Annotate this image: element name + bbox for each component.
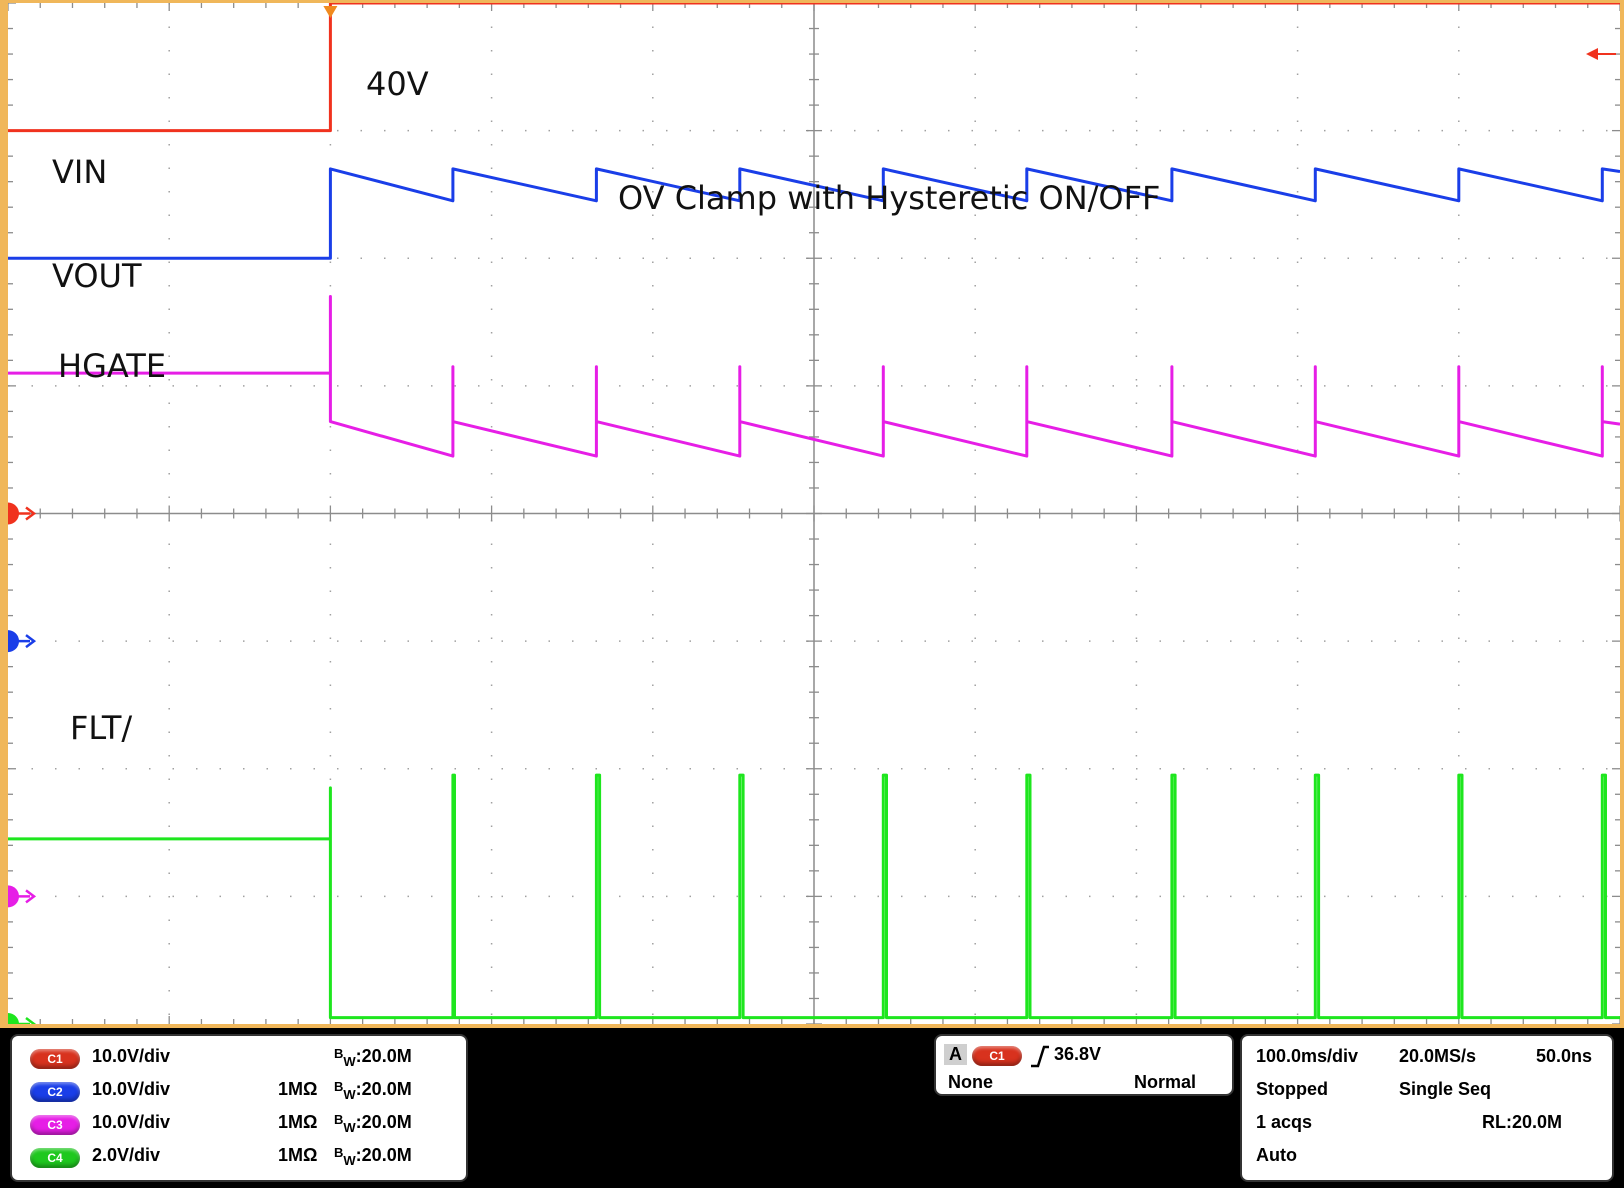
rising-edge-icon	[1031, 1045, 1049, 1068]
label-flt: FLT/	[70, 709, 133, 747]
ground-marker-arrow	[25, 634, 37, 649]
ground-marker-ch2	[8, 630, 19, 653]
status-bar: C1 10.0V/div BW:20.0M C2 10.0V/div 1MΩ B…	[0, 1028, 1624, 1188]
label-40v: 40V	[366, 65, 429, 103]
ground-marker-arrow	[25, 889, 37, 904]
acq-count: 1 acqs	[1256, 1112, 1313, 1132]
channel-row-2[interactable]: C2	[30, 1081, 80, 1103]
trace-hgate	[8, 295, 1620, 458]
trigger-auto-mode: Auto	[1256, 1145, 1297, 1165]
caption-ov-clamp: OV Clamp with Hysteretic ON/OFF	[618, 179, 1161, 217]
acq-state: Stopped	[1256, 1079, 1328, 1099]
trace-vout	[8, 167, 1620, 260]
channel-row-1[interactable]: C1	[30, 1048, 80, 1070]
trace-flt	[8, 773, 1620, 1020]
record-length: RL:20.0M	[1482, 1112, 1563, 1132]
label-vin: VIN	[52, 153, 108, 191]
ground-marker-ch4	[8, 1013, 19, 1024]
ground-marker-arrow	[25, 1017, 37, 1024]
trigger-level: 36.8V	[1054, 1044, 1102, 1064]
channel-row-3[interactable]: C3	[30, 1114, 80, 1136]
chip-c1: C1	[30, 1049, 80, 1070]
resolution: 50.0ns	[1536, 1046, 1593, 1066]
ch2-scale: 10.0V/div	[92, 1079, 171, 1099]
trigger-source-chip: C1	[972, 1046, 1022, 1066]
ch4-bw: BW:20.0M	[334, 1145, 412, 1168]
waveform-display: VIN VOUT HGATE FLT/ 40V OV Clamp with Hy…	[0, 0, 1624, 1028]
ch4-scale: 2.0V/div	[92, 1145, 161, 1165]
label-hgate: HGATE	[58, 347, 167, 385]
ch3-impedance: 1MΩ	[278, 1112, 318, 1132]
chip-c3: C3	[30, 1115, 80, 1136]
channel-panel: C1 10.0V/div BW:20.0M C2 10.0V/div 1MΩ B…	[10, 1034, 468, 1182]
chip-c2: C2	[30, 1082, 80, 1103]
ground-marker-ch3	[8, 885, 19, 908]
chip-c4: C4	[30, 1148, 80, 1169]
ground-marker-arrow	[25, 506, 37, 521]
trigger-level-marker	[1586, 48, 1598, 61]
trigger-a-label: A	[944, 1044, 967, 1065]
ground-marker-ch1	[8, 502, 19, 525]
ch2-bw: BW:20.0M	[334, 1079, 412, 1102]
ch2-impedance: 1MΩ	[278, 1079, 318, 1099]
sample-rate: 20.0MS/s	[1399, 1046, 1477, 1066]
ch1-scale: 10.0V/div	[92, 1046, 171, 1066]
ch1-bw: BW:20.0M	[334, 1046, 412, 1069]
channel-row-4[interactable]: C4	[30, 1147, 80, 1169]
ch3-bw: BW:20.0M	[334, 1112, 412, 1135]
timebase: 100.0ms/div	[1256, 1046, 1359, 1066]
trigger-coupling: None	[948, 1072, 993, 1092]
acq-sequence: Single Seq	[1399, 1079, 1492, 1099]
label-vout: VOUT	[52, 257, 142, 295]
waveform-plot	[8, 3, 1620, 1024]
ch4-impedance: 1MΩ	[278, 1145, 318, 1165]
trigger-position-marker	[323, 6, 338, 18]
trigger-mode: Normal	[1134, 1072, 1197, 1092]
trace-vin	[8, 3, 1620, 133]
ch3-scale: 10.0V/div	[92, 1112, 171, 1132]
acquisition-panel[interactable]: 100.0ms/div 20.0MS/s 50.0ns Stopped Sing…	[1240, 1034, 1614, 1182]
trigger-panel[interactable]: A C1 36.8V None Normal	[934, 1034, 1234, 1096]
